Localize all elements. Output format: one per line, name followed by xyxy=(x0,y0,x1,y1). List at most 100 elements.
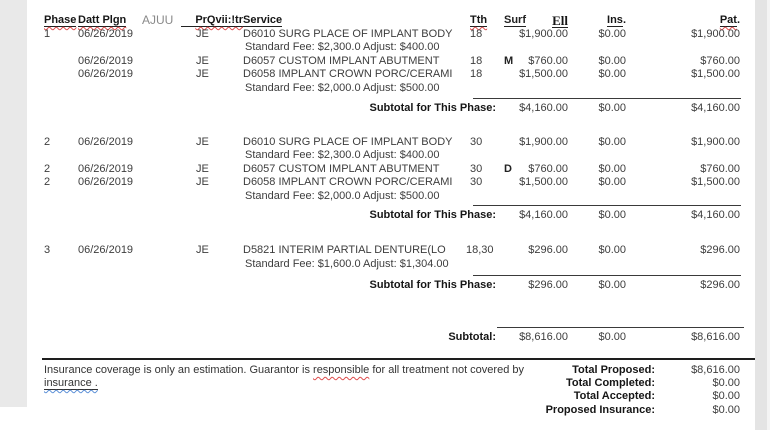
cell-insurance: $0.00 xyxy=(598,244,626,256)
cell-phase: 3 xyxy=(44,244,51,256)
disclaimer-text-2: insurance . xyxy=(44,377,514,390)
fee-note: Standard Fee: $2,000.0 Adjust: $500.00 xyxy=(245,190,440,202)
header-patient-dot: . xyxy=(736,14,740,26)
cell-patient: $1,500.00 xyxy=(691,176,740,188)
cell-fee: $1,900.00 xyxy=(519,136,568,148)
cell-surface: M xyxy=(504,55,514,67)
cell-phase: 1 xyxy=(44,28,51,40)
cell-provider: JE xyxy=(196,176,209,188)
fee-note: Standard Fee: $2,000.0 Adjust: $500.00 xyxy=(245,82,440,94)
cell-service: D6058 IMPLANT CROWN PORC/CERAMI xyxy=(243,68,453,80)
cell-service: D6057 CUSTOM IMPLANT ABUTMENT xyxy=(243,163,440,175)
cell-patient: $1,500.00 xyxy=(691,68,740,80)
cell-fee: $760.00 xyxy=(528,163,568,175)
cell-service: D6057 CUSTOM IMPLANT ABUTMENT xyxy=(243,55,440,67)
cell-phase: 2 xyxy=(44,176,51,188)
header-phase: Phase xyxy=(44,14,77,27)
header-fee-label: Ell xyxy=(552,13,568,28)
cell-provider: JE xyxy=(196,28,209,40)
header-insurance: Ins. xyxy=(570,14,626,27)
fee-note-row: Standard Fee: $2,300.0 Adjust: $400.00 xyxy=(0,149,770,162)
cell-patient: $1,900.00 xyxy=(691,136,740,148)
table-header-row: Phase Datt Plgn AJUU PrQvii:!tr Service … xyxy=(0,13,770,28)
disclaimer-line-1: Insurance coverage is only an estimation… xyxy=(0,364,770,377)
disclaimer-text: Insurance coverage is only an estimation… xyxy=(44,364,524,377)
fee-note: Standard Fee: $1,600.0 Adjust: $1,304.00 xyxy=(245,258,449,270)
cell-provider: JE xyxy=(196,68,209,80)
cell-fee: $1,500.00 xyxy=(519,176,568,188)
subtotal-patient: $4,160.00 xyxy=(691,209,740,221)
header-tooth: Tth xyxy=(470,14,506,27)
cell-date: 06/26/2019 xyxy=(78,163,134,175)
cell-fee: $296.00 xyxy=(528,244,568,256)
cell-fee: $760.00 xyxy=(528,55,568,67)
grand-subtotal-label: Subtotal: xyxy=(448,331,496,343)
proposed-insurance-row: Proposed Insurance: $0.00 xyxy=(0,404,770,417)
fee-note-row: Standard Fee: $2,000.0 Adjust: $500.00 xyxy=(0,82,770,95)
phase-subtotal-row: Subtotal for This Phase: $296.00 $0.00 $… xyxy=(0,275,770,292)
header-patient-label: Pat xyxy=(719,14,737,27)
fee-note: Standard Fee: $2,300.0 Adjust: $400.00 xyxy=(245,41,440,53)
subtotal-patient: $4,160.00 xyxy=(691,102,740,114)
subtotal-patient: $296.00 xyxy=(700,279,740,291)
cell-patient: $296.00 xyxy=(700,244,740,256)
cell-surface: D xyxy=(504,163,512,175)
subtotal-label: Subtotal for This Phase: xyxy=(369,102,496,114)
total-proposed-value: $8,616.00 xyxy=(691,364,740,376)
subtotal-label: Subtotal for This Phase: xyxy=(369,209,496,221)
table-row[interactable]: 06/26/2019 JE D6058 IMPLANT CROWN PORC/C… xyxy=(0,68,770,81)
header-date: Datt Plgn xyxy=(78,14,142,27)
cell-tooth: 18 xyxy=(470,55,483,67)
table-row[interactable]: 06/26/2019 JE D6057 CUSTOM IMPLANT ABUTM… xyxy=(0,55,770,68)
header-ajuu: AJUU xyxy=(142,13,174,27)
phase-subtotal-row: Subtotal for This Phase: $4,160.00 $0.00… xyxy=(0,98,770,115)
subtotal-fee: $296.00 xyxy=(528,279,568,291)
subtotal-divider xyxy=(473,98,741,99)
table-row[interactable]: 2 06/26/2019 JE D6010 SURG PLACE OF IMPL… xyxy=(0,136,770,149)
cell-tooth: 18 xyxy=(470,28,483,40)
cell-service: D6058 IMPLANT CROWN PORC/CERAMI xyxy=(243,176,453,188)
subtotal-insurance: $0.00 xyxy=(598,102,626,114)
proposed-insurance-value: $0.00 xyxy=(712,404,740,416)
total-accepted-label: Total Accepted: xyxy=(573,390,655,402)
subtotal-insurance: $0.00 xyxy=(598,209,626,221)
cell-date: 06/26/2019 xyxy=(78,244,134,256)
cell-service: D5821 INTERIM PARTIAL DENTURE(LO xyxy=(243,244,446,256)
cell-patient: $760.00 xyxy=(700,163,740,175)
phase-subtotal-row: Subtotal for This Phase: $4,160.00 $0.00… xyxy=(0,205,770,222)
subtotal-fee: $4,160.00 xyxy=(519,102,568,114)
cell-fee: $1,500.00 xyxy=(519,68,568,80)
left-margin-strip xyxy=(0,0,27,407)
cell-patient: $760.00 xyxy=(700,55,740,67)
cell-patient: $1,900.00 xyxy=(691,28,740,40)
header-service-label: Service xyxy=(243,14,283,27)
disclaimer-misspelled-word: responsible xyxy=(313,364,370,376)
table-row[interactable]: 1 06/26/2019 JE D6010 SURG PLACE OF IMPL… xyxy=(0,28,770,41)
subtotal-divider xyxy=(473,205,741,206)
header-insurance-label: Ins xyxy=(607,14,623,27)
table-row[interactable]: 3 06/26/2019 JE D5821 INTERIM PARTIAL DE… xyxy=(0,244,770,257)
grand-subtotal-insurance: $0.00 xyxy=(598,331,626,343)
cell-provider: JE xyxy=(196,136,209,148)
cell-insurance: $0.00 xyxy=(598,176,626,188)
header-surface-label: Surf xyxy=(504,14,526,27)
fee-note-row: Standard Fee: $2,000.0 Adjust: $500.00 xyxy=(0,190,770,203)
subtotal-label: Subtotal for This Phase: xyxy=(369,279,496,291)
fee-note: Standard Fee: $2,300.0 Adjust: $400.00 xyxy=(245,149,440,161)
cell-service: D6010 SURG PLACE OF IMPLANT BODY xyxy=(243,136,453,148)
table-row[interactable]: 2 06/26/2019 JE D6058 IMPLANT CROWN PORC… xyxy=(0,176,770,189)
grand-subtotal-patient: $8,616.00 xyxy=(691,331,740,343)
table-row[interactable]: 2 06/26/2019 JE D6057 CUSTOM IMPLANT ABU… xyxy=(0,163,770,176)
total-completed-value: $0.00 xyxy=(712,377,740,389)
cell-phase: 2 xyxy=(44,136,51,148)
fee-note-row: Standard Fee: $2,300.0 Adjust: $400.00 xyxy=(0,41,770,54)
cell-fee: $1,900.00 xyxy=(519,28,568,40)
total-completed-label: Total Completed: xyxy=(565,377,655,389)
disclaimer-line-2: insurance . Total Completed: $0.00 xyxy=(0,377,770,390)
subtotal-divider xyxy=(473,275,741,276)
header-insurance-dot: . xyxy=(622,14,626,26)
cell-insurance: $0.00 xyxy=(598,55,626,67)
cell-date: 06/26/2019 xyxy=(78,136,134,148)
cell-tooth: 30 xyxy=(470,136,483,148)
cell-date: 06/26/2019 xyxy=(78,176,134,188)
